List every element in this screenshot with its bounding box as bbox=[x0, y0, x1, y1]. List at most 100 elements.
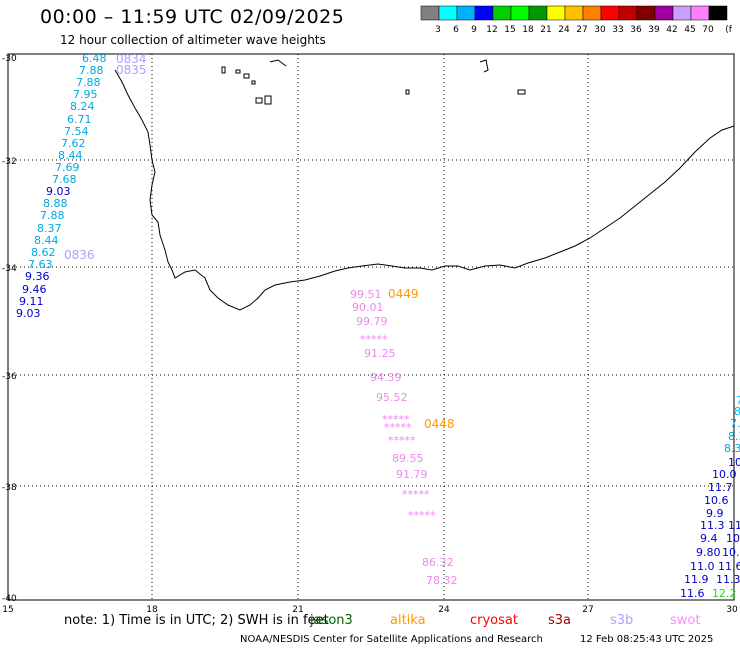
swh-value: 10. bbox=[722, 546, 740, 559]
legend-label: 9 bbox=[471, 25, 477, 35]
swh-value: 9.03 bbox=[46, 185, 71, 198]
satellite-legend-item: altika bbox=[390, 613, 426, 628]
swh-value: 9.11 bbox=[19, 294, 44, 308]
swh-value: ***** bbox=[384, 421, 412, 434]
legend-label: 45 bbox=[684, 25, 695, 35]
swh-value: 7.69 bbox=[55, 160, 80, 174]
swh-value: 6.48 bbox=[82, 52, 107, 65]
swh-value: ***** bbox=[402, 488, 430, 501]
coastline bbox=[114, 69, 735, 311]
swh-value: 11.9 bbox=[684, 573, 709, 586]
lat-label: -30 bbox=[2, 54, 17, 64]
swh-value: 91.25 bbox=[364, 347, 396, 360]
swh-value: ***** bbox=[382, 413, 410, 426]
legend-label: 39 bbox=[648, 25, 660, 35]
swh-value: 10.6 bbox=[704, 494, 729, 507]
legend-label: 27 bbox=[576, 25, 587, 35]
swh-value: 7.88 bbox=[76, 76, 101, 90]
legend-label: 3 bbox=[435, 25, 441, 35]
swh-value: 86.32 bbox=[422, 556, 454, 569]
swh-value: 91.79 bbox=[396, 468, 428, 481]
swh-value: 6.71 bbox=[67, 112, 92, 126]
swh-value: 9.4 bbox=[700, 532, 718, 545]
map-title: 00:00 – 11:59 UTC 02/09/2025 bbox=[40, 6, 345, 28]
legend-label: 18 bbox=[522, 25, 534, 35]
legend-label: 36 bbox=[630, 25, 642, 35]
legend-label: 21 bbox=[540, 25, 551, 35]
swh-value: 8.24 bbox=[70, 100, 95, 114]
lat-label: -38 bbox=[2, 483, 17, 493]
swh-value: 11.7 bbox=[708, 481, 733, 494]
pass-label: 0449 bbox=[388, 287, 419, 301]
swh-value: 7.88 bbox=[40, 209, 65, 223]
swh-value: ***** bbox=[388, 434, 416, 447]
swh-value: 11.3 bbox=[700, 519, 725, 532]
swh-value: 90.01 bbox=[352, 301, 384, 314]
swh-value: 7.62 bbox=[61, 136, 86, 150]
legend-label: (ft) bbox=[725, 25, 732, 35]
swh-value: 95.52 bbox=[376, 391, 408, 404]
swh-value: 12.2 bbox=[712, 587, 737, 600]
swh-value: 9.46 bbox=[22, 282, 47, 296]
swh-value: 94.39 bbox=[370, 371, 402, 384]
swh-value: 8. bbox=[734, 405, 740, 418]
swh-value: 8.3 bbox=[728, 430, 740, 443]
swh-value: 8.37 bbox=[37, 221, 62, 235]
legend-label: 24 bbox=[558, 25, 570, 35]
legend-label: 12 bbox=[486, 25, 497, 35]
map-frame bbox=[7, 53, 735, 601]
satellite-legend-item: cryosat bbox=[470, 613, 518, 628]
satellite-legend-item: s3a bbox=[548, 613, 572, 628]
swh-value: 10.0 bbox=[728, 456, 740, 469]
swh-value: 7.63 bbox=[28, 258, 53, 272]
satellite-legend-item: swot bbox=[670, 613, 701, 628]
swh-value: 11.6 bbox=[680, 587, 705, 600]
swh-value: 8.44 bbox=[58, 148, 83, 162]
lon-label: 27 bbox=[582, 605, 593, 615]
swh-value: 7.95 bbox=[73, 88, 98, 102]
pass-label: 0836 bbox=[64, 248, 95, 262]
swh-value: 99.51 bbox=[350, 288, 382, 301]
pass-label: 0834 bbox=[116, 52, 147, 66]
legend-label: 6 bbox=[453, 25, 459, 35]
swh-value: 10.0 bbox=[712, 468, 737, 481]
swh-value: 9.80 bbox=[696, 546, 721, 559]
map-subtitle: 12 hour collection of altimeter wave hei… bbox=[60, 33, 326, 47]
legend-label: 30 bbox=[594, 25, 606, 35]
swh-value: 7. bbox=[730, 417, 740, 430]
swh-value: 9.36 bbox=[25, 270, 50, 284]
swh-value: 9.9 bbox=[706, 507, 724, 520]
islands bbox=[221, 59, 526, 105]
swh-value: 8.88 bbox=[43, 197, 68, 211]
swh-value: 11 bbox=[728, 519, 740, 532]
lon-label: 30 bbox=[726, 605, 738, 615]
graticule bbox=[8, 54, 734, 600]
legend-label: 42 bbox=[666, 25, 677, 35]
lon-label: 18 bbox=[146, 605, 158, 615]
lat-label: -40 bbox=[2, 594, 17, 604]
swh-value: 8.3 bbox=[724, 442, 740, 455]
legend-label: 70 bbox=[702, 25, 714, 35]
lon-label: 15 bbox=[2, 605, 13, 615]
lat-label: -34 bbox=[2, 264, 17, 274]
legend-label: 33 bbox=[612, 25, 623, 35]
swh-value: 11.6 bbox=[718, 560, 740, 573]
swh-value: 7.54 bbox=[64, 124, 89, 138]
lon-label: 24 bbox=[438, 605, 450, 615]
lat-label: -32 bbox=[2, 157, 17, 167]
lat-label: -36 bbox=[2, 372, 17, 382]
swh-value: 9.03 bbox=[16, 307, 41, 320]
satellite-legend-item: jason3 bbox=[310, 613, 353, 628]
legend-label: 15 bbox=[504, 25, 515, 35]
swh-value: 78.32 bbox=[426, 574, 458, 587]
lon-label: 21 bbox=[292, 605, 303, 615]
swh-value: 99.79 bbox=[356, 315, 388, 328]
swh-value: 11.3 bbox=[716, 573, 740, 586]
swh-value: 7.88 bbox=[79, 64, 104, 78]
footer-credit: NOAA/NESDIS Center for Satellite Applica… bbox=[240, 634, 543, 645]
swh-value: 10 bbox=[726, 532, 740, 545]
footer-note: note: 1) Time is in UTC; 2) SWH is in fe… bbox=[64, 613, 329, 628]
legend-swatch bbox=[708, 5, 728, 21]
swh-value: 11.0 bbox=[690, 560, 715, 573]
